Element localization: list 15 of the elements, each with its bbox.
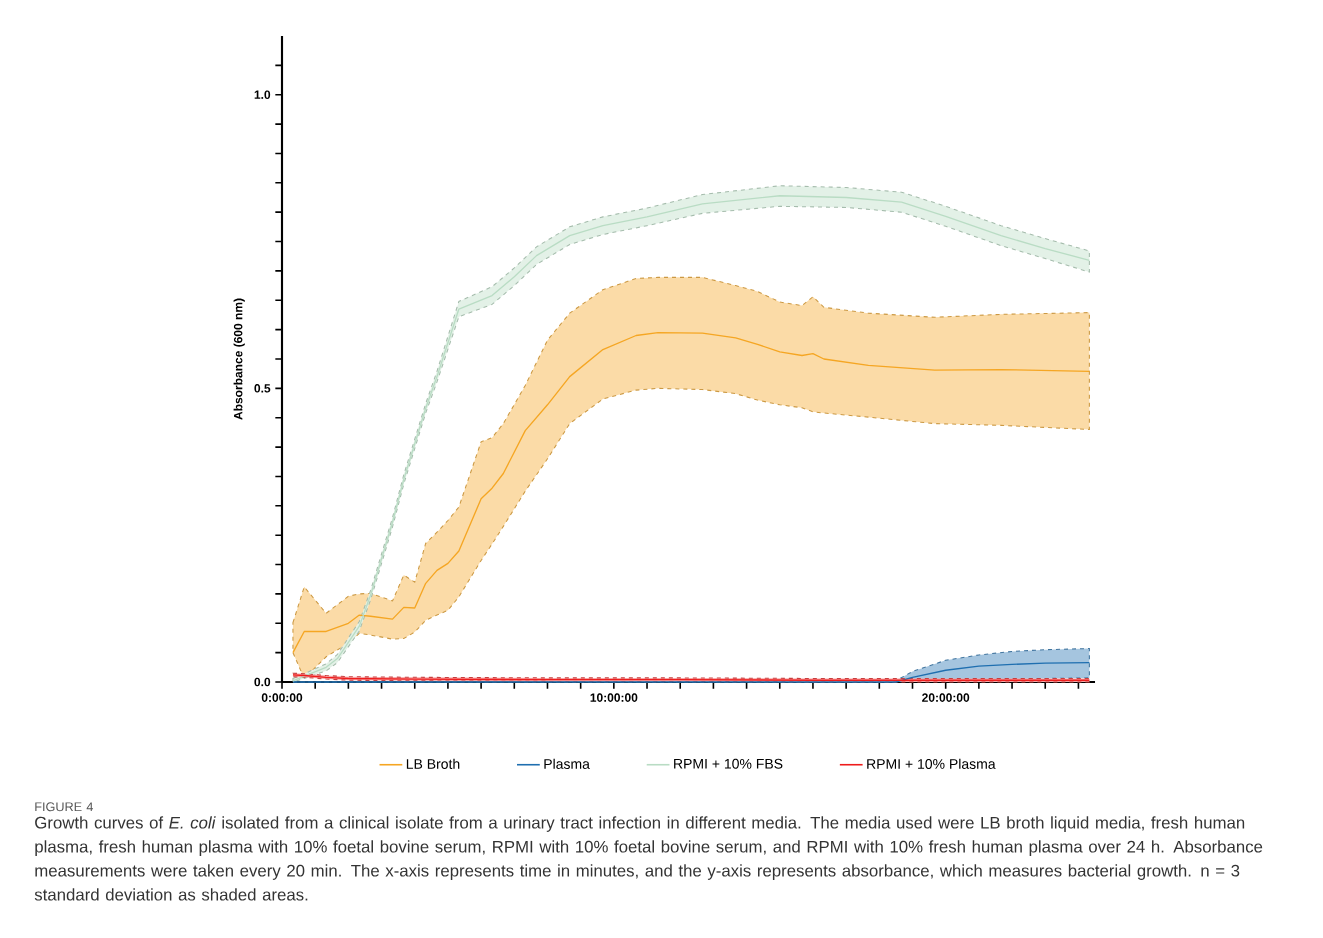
line-series	[292, 331, 1091, 654]
x-tick-label: 20:00:00	[922, 693, 970, 702]
line-series	[292, 661, 1091, 683]
legend-label: Plasma	[544, 758, 590, 769]
y-axis-title: Absorbance (600 nm)	[233, 298, 245, 420]
legend-label: RPMI + 10% Plasma	[867, 758, 996, 769]
y-tick-label: 1.0	[254, 90, 271, 99]
legend-label: RPMI + 10% FBS	[674, 758, 783, 769]
text: Growth curves of E. coli isolated from a clinical isolate from a urinary tract infection in different media. The media used were LB broth liquid media, fresh human plasma, fresh human plasma with 10% foetal bovine serum, RPMI with 10% foetal bovine serum, and RPMI with 10% fresh human plasma over 24 h. Absorbance measurements were taken every 20 min. The x-axis represents time in minutes, and the y-axis represents absorbance, which measures bacterial growth. n = 3 standard deviation as shaded areas.	[34, 816, 1263, 901]
y-tick-label: 0.5	[254, 384, 271, 393]
x-tick-label: 0:00:00	[261, 693, 303, 702]
x-tick-label: 10:00:00	[590, 693, 638, 702]
y-tick-label: 0.0	[254, 677, 271, 687]
caption: FIGURE 4	[35, 802, 94, 812]
legend-label: LB Broth	[406, 758, 460, 769]
